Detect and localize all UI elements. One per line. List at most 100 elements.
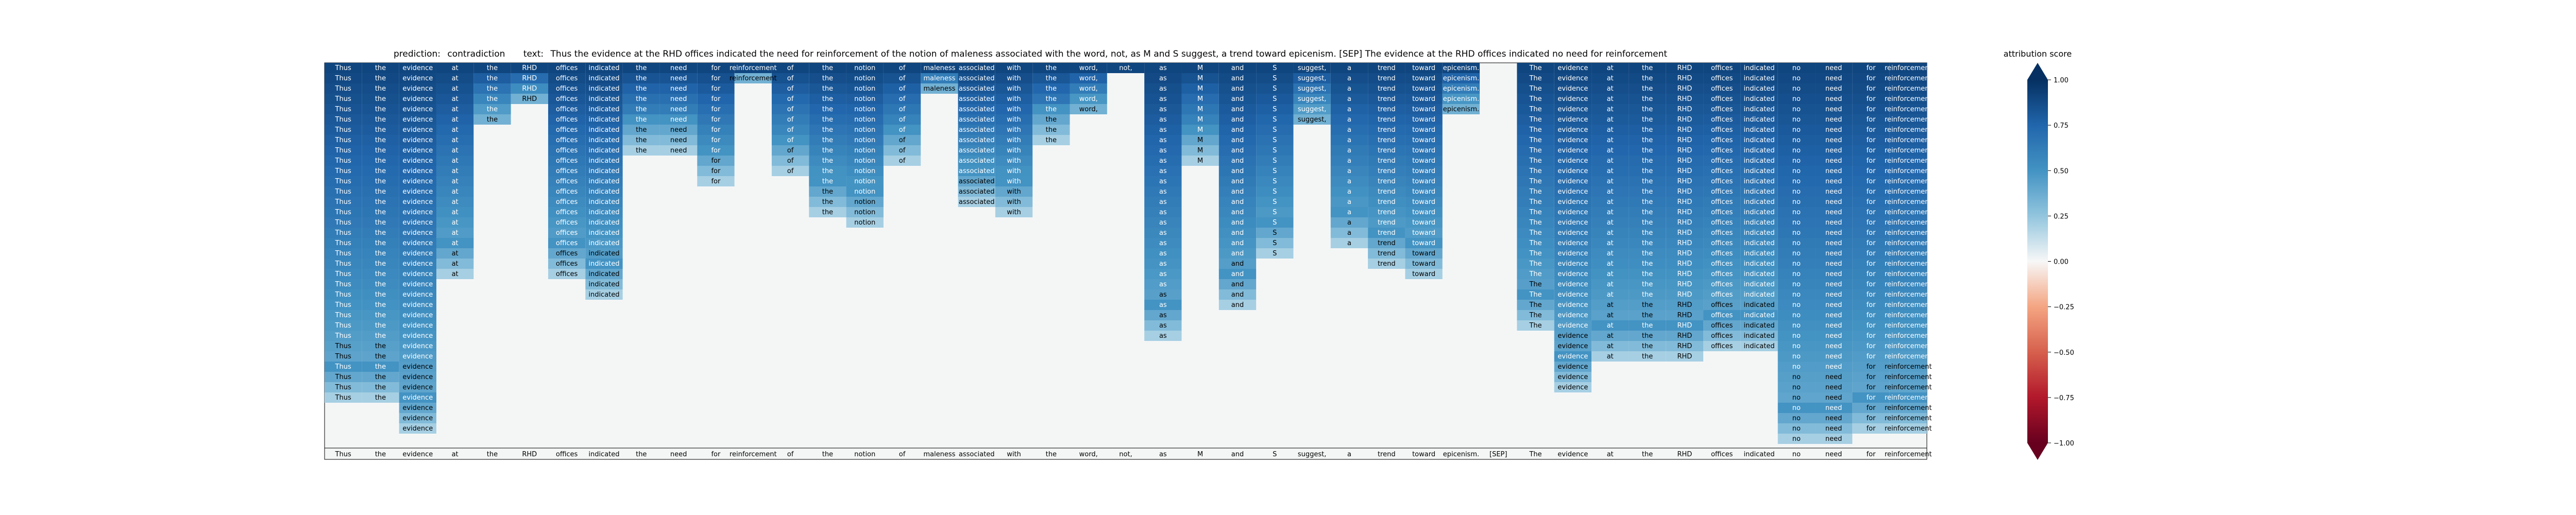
heatmap-cell (1889, 320, 1927, 331)
bottom-token-label: S (1273, 451, 1277, 458)
heatmap-cell-label: Thus (335, 373, 351, 381)
heatmap-cell (1591, 207, 1629, 217)
heatmap-cell-label: offices (556, 147, 578, 154)
heatmap-cell-label: reinforcement (1885, 209, 1932, 216)
heatmap-cell (1740, 135, 1778, 145)
heatmap-cell (1554, 279, 1592, 289)
heatmap-cell-label: as (1159, 250, 1167, 258)
heatmap-cell-label: evidence (1557, 147, 1588, 154)
heatmap-cell-label: with (1007, 198, 1021, 206)
heatmap-cell-label: the (375, 384, 386, 391)
heatmap-cell (1554, 156, 1592, 166)
heatmap-cell (362, 176, 399, 186)
heatmap-cell (1777, 331, 1816, 341)
heatmap-cell-label: at (452, 95, 459, 103)
heatmap-cell-label: maleness (923, 64, 955, 72)
heatmap-cell (1666, 217, 1704, 228)
bottom-token-label: not, (1119, 451, 1132, 458)
heatmap-cell-label: reinforcement (1885, 270, 1932, 278)
heatmap-cell-label: suggest, (1298, 95, 1327, 103)
heatmap-cell (1703, 83, 1741, 94)
heatmap-cell (548, 186, 586, 197)
heatmap-cell (548, 176, 586, 186)
heatmap-cell-label: offices (556, 250, 578, 258)
heatmap-cell (1740, 207, 1778, 217)
heatmap-cell (1815, 73, 1853, 83)
heatmap-cell-label: RHD (1677, 229, 1692, 237)
heatmap-cell (1330, 114, 1368, 125)
heatmap-cell (1777, 289, 1816, 300)
heatmap-cell-label: the (487, 116, 498, 124)
heatmap-cell-label: RHD (522, 95, 537, 103)
heatmap-cell (362, 166, 399, 176)
heatmap-cell (958, 125, 995, 135)
heatmap-cell-label: with (1007, 116, 1021, 124)
heatmap-cell (1703, 63, 1741, 73)
heatmap-cell (1852, 351, 1890, 362)
heatmap-cell (1554, 248, 1592, 259)
heatmap-cell-label: no (1792, 188, 1801, 196)
heatmap-cell-label: Thus (335, 126, 351, 134)
heatmap-cell (585, 94, 623, 104)
heatmap-cell (1517, 176, 1554, 186)
heatmap-cell-label: offices (1711, 219, 1733, 227)
heatmap-cell-label: RHD (522, 85, 537, 93)
heatmap-cell-label: for (1867, 147, 1876, 154)
heatmap-cell-label: need (1825, 157, 1842, 165)
heatmap-cell-label: of (787, 126, 794, 134)
heatmap-cell (548, 125, 586, 135)
heatmap-cell (585, 156, 623, 166)
heatmap-cell (1777, 135, 1816, 145)
heatmap-cell (1815, 392, 1853, 403)
heatmap-cell (1666, 166, 1704, 176)
heatmap-cell (1777, 434, 1816, 444)
heatmap-cell-label: notion (854, 188, 875, 196)
heatmap-cell (1368, 197, 1405, 207)
heatmap-cell (1554, 197, 1592, 207)
heatmap-cell (1256, 156, 1294, 166)
heatmap-cell (399, 125, 436, 135)
heatmap-cell-label: as (1159, 64, 1167, 72)
heatmap-cell-label: Thus (335, 64, 351, 72)
heatmap-cell (1740, 63, 1778, 73)
heatmap-cell (1703, 248, 1741, 259)
heatmap-cell-label: need (670, 136, 687, 144)
heatmap-cell-label: Thus (335, 394, 351, 402)
heatmap-cell (809, 145, 846, 156)
heatmap-cell (846, 217, 884, 228)
heatmap-cell (1703, 300, 1741, 310)
heatmap-cell (548, 156, 586, 166)
heatmap-cell (1330, 166, 1368, 176)
heatmap-cell (362, 392, 399, 403)
heatmap-cell-label: no (1792, 270, 1801, 278)
heatmap-cell (399, 403, 436, 413)
bottom-token-label: with (1007, 451, 1021, 458)
heatmap-cell-label: at (1607, 126, 1614, 134)
heatmap-cell-label: no (1792, 250, 1801, 258)
heatmap-cell (846, 83, 884, 94)
heatmap-cell (1554, 351, 1592, 362)
heatmap-cell-label: a (1347, 64, 1351, 72)
heatmap-cell (1218, 63, 1257, 73)
heatmap-cell (1368, 166, 1405, 176)
heatmap-cell (1554, 228, 1592, 238)
heatmap-cell-label: the (636, 116, 647, 124)
heatmap-cell (399, 104, 436, 114)
heatmap-cell (1852, 73, 1890, 83)
heatmap-cell-label: at (1607, 332, 1614, 340)
heatmap-cell-label: reinforcement (1885, 229, 1932, 237)
heatmap-cell-label: at (1607, 95, 1614, 103)
heatmap-cell (771, 114, 809, 125)
heatmap-cell (1591, 114, 1629, 125)
heatmap-cell (1777, 320, 1816, 331)
heatmap-cell (1740, 125, 1778, 135)
heatmap-cell-label: the (375, 291, 386, 299)
heatmap-cell (548, 259, 586, 269)
heatmap-cell (1144, 166, 1182, 176)
heatmap-cell (325, 341, 362, 351)
heatmap-cell (659, 83, 698, 94)
heatmap-cell (1740, 104, 1778, 114)
heatmap-cell-label: RHD (1677, 291, 1692, 299)
heatmap-cell (1889, 145, 1927, 156)
heatmap-cell-label: toward (1412, 116, 1435, 124)
